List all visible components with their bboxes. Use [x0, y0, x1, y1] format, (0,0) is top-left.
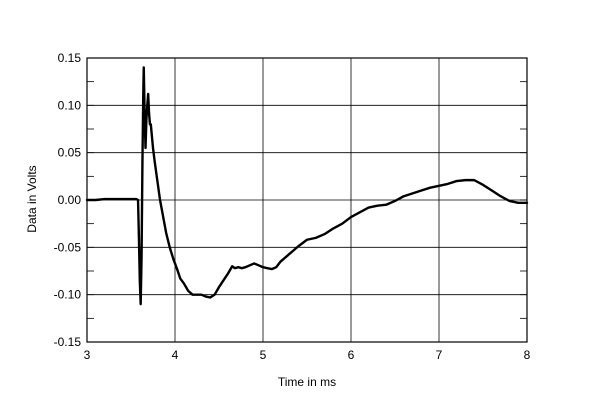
series-layer [85, 66, 529, 306]
x-tick-label: 7 [436, 348, 443, 362]
y-tick-label: 0.15 [58, 51, 82, 65]
grid-layer [87, 58, 527, 342]
x-tick-label: 3 [84, 348, 91, 362]
y-tick-labels: -0.15 -0.10 -0.05 0.00 0.05 0.10 0.15 [54, 51, 82, 349]
y-tick-label: 0.05 [58, 146, 82, 160]
y-tick-label: -0.15 [54, 335, 82, 349]
x-tick-label: 8 [524, 348, 531, 362]
y-tick-label: -0.05 [54, 240, 82, 254]
x-tick-label: 6 [348, 348, 355, 362]
y-tick-label: 0.00 [58, 193, 82, 207]
y-axis-label: Data in Volts [25, 165, 39, 232]
x-tick-label: 5 [260, 348, 267, 362]
x-tick-label: 4 [172, 348, 179, 362]
y-tick-label: -0.10 [54, 288, 82, 302]
x-tick-labels: 3 4 5 6 7 8 [84, 348, 531, 362]
minor-tick-layer [87, 81, 527, 319]
series-line-0 [85, 66, 529, 306]
x-axis-label: Time in ms [278, 375, 336, 389]
y-tick-label: 0.10 [58, 98, 82, 112]
